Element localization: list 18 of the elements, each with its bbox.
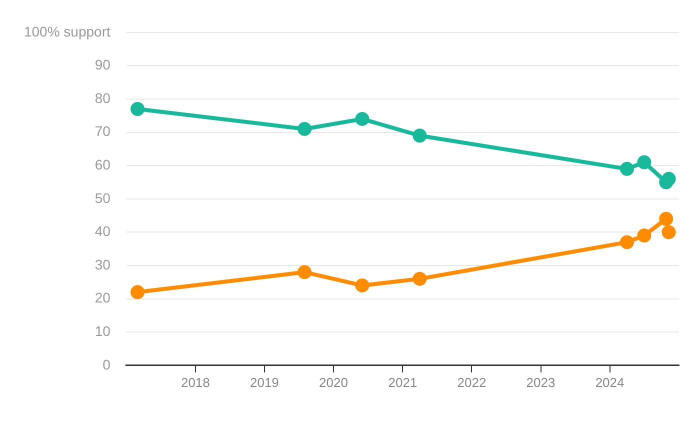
y-tick-label: 30 xyxy=(94,256,111,272)
y-tick-label: 60 xyxy=(94,156,111,172)
x-tick-label: 2020 xyxy=(319,374,348,390)
x-tick-label: 2022 xyxy=(457,374,486,390)
x-tick-label: 2018 xyxy=(180,374,210,390)
y-tick-label: 0 xyxy=(102,356,111,372)
x-tick-label: 2021 xyxy=(388,374,418,390)
y-tick-label: 90 xyxy=(94,56,111,73)
y-tick-label: 40 xyxy=(94,223,111,240)
y-tick-label: 80 xyxy=(94,90,111,106)
y-tick-label: 10 xyxy=(94,322,111,339)
x-tick-label: 2019 xyxy=(250,374,279,390)
y-tick-label: 70 xyxy=(94,123,111,140)
x-tick-label: 2024 xyxy=(595,374,624,390)
y-tick-label: 100% support xyxy=(24,23,110,40)
x-tick-label: 2023 xyxy=(526,374,556,390)
y-tick-label: 50 xyxy=(94,190,111,206)
y-tick-label: 20 xyxy=(94,290,111,306)
